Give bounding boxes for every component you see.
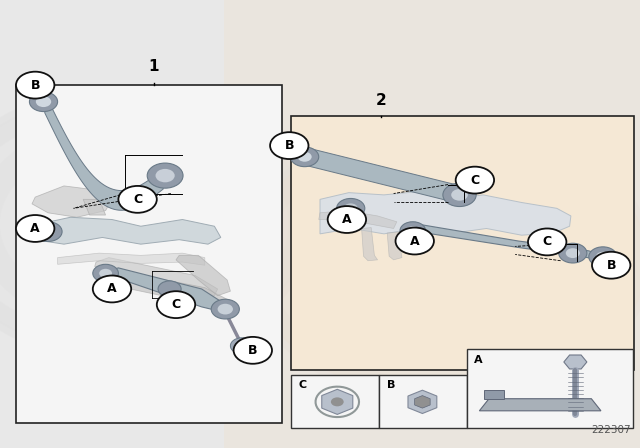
Text: 222307: 222307 xyxy=(591,426,630,435)
Text: 1: 1 xyxy=(148,59,159,74)
Circle shape xyxy=(36,96,51,107)
Circle shape xyxy=(270,132,308,159)
Polygon shape xyxy=(408,225,602,261)
Polygon shape xyxy=(362,228,378,261)
Text: C: C xyxy=(299,380,307,390)
Polygon shape xyxy=(176,255,230,296)
Polygon shape xyxy=(224,0,640,448)
Circle shape xyxy=(157,291,195,318)
Text: C: C xyxy=(133,193,142,206)
FancyBboxPatch shape xyxy=(16,85,282,423)
Polygon shape xyxy=(415,396,430,408)
Circle shape xyxy=(99,269,112,278)
Polygon shape xyxy=(564,355,587,369)
Circle shape xyxy=(396,228,434,254)
Circle shape xyxy=(298,152,312,162)
Circle shape xyxy=(456,167,494,194)
Polygon shape xyxy=(45,93,163,210)
Polygon shape xyxy=(104,268,227,312)
Text: B: B xyxy=(248,344,257,357)
Circle shape xyxy=(16,72,54,99)
Circle shape xyxy=(16,215,54,242)
Circle shape xyxy=(337,198,365,218)
Circle shape xyxy=(592,252,630,279)
Circle shape xyxy=(400,222,426,240)
Circle shape xyxy=(234,337,272,364)
Circle shape xyxy=(331,397,344,406)
Polygon shape xyxy=(58,253,205,265)
Circle shape xyxy=(147,163,183,188)
Polygon shape xyxy=(320,192,571,235)
Text: A: A xyxy=(107,282,117,296)
Circle shape xyxy=(236,341,248,350)
Circle shape xyxy=(559,243,587,263)
Circle shape xyxy=(118,186,157,213)
Polygon shape xyxy=(322,389,353,414)
Text: B: B xyxy=(285,139,294,152)
Text: A: A xyxy=(410,234,420,248)
Circle shape xyxy=(528,228,566,255)
Circle shape xyxy=(291,147,319,167)
Circle shape xyxy=(566,248,580,258)
Circle shape xyxy=(589,247,617,267)
Text: 2: 2 xyxy=(376,94,386,108)
FancyBboxPatch shape xyxy=(291,375,379,428)
Polygon shape xyxy=(307,148,461,204)
Circle shape xyxy=(93,276,131,302)
Text: C: C xyxy=(470,173,479,187)
Text: B: B xyxy=(387,380,395,390)
Polygon shape xyxy=(96,270,230,308)
Polygon shape xyxy=(32,186,112,217)
Polygon shape xyxy=(408,390,437,414)
Polygon shape xyxy=(484,390,504,399)
Circle shape xyxy=(230,338,253,354)
Text: C: C xyxy=(172,298,180,311)
Text: B: B xyxy=(31,78,40,92)
Circle shape xyxy=(93,264,118,282)
Circle shape xyxy=(443,183,476,207)
Circle shape xyxy=(34,222,62,241)
Text: C: C xyxy=(543,235,552,249)
Circle shape xyxy=(156,169,175,182)
Circle shape xyxy=(211,299,239,319)
Circle shape xyxy=(596,252,610,262)
Text: A: A xyxy=(342,213,352,226)
Polygon shape xyxy=(83,199,106,215)
FancyBboxPatch shape xyxy=(467,349,633,428)
Polygon shape xyxy=(95,258,218,296)
Polygon shape xyxy=(319,211,397,228)
Polygon shape xyxy=(479,399,601,411)
Circle shape xyxy=(0,94,307,354)
Text: A: A xyxy=(474,355,483,365)
Text: B: B xyxy=(607,258,616,272)
Circle shape xyxy=(328,206,366,233)
Circle shape xyxy=(250,121,640,399)
Polygon shape xyxy=(387,232,402,260)
Circle shape xyxy=(344,203,358,213)
Circle shape xyxy=(406,226,419,235)
Circle shape xyxy=(218,304,233,314)
Circle shape xyxy=(41,227,55,237)
Circle shape xyxy=(451,189,468,201)
FancyBboxPatch shape xyxy=(291,116,634,370)
Circle shape xyxy=(29,92,58,112)
Text: A: A xyxy=(30,222,40,235)
Circle shape xyxy=(158,281,181,297)
FancyBboxPatch shape xyxy=(379,375,467,428)
Polygon shape xyxy=(29,217,221,244)
Circle shape xyxy=(284,139,299,150)
